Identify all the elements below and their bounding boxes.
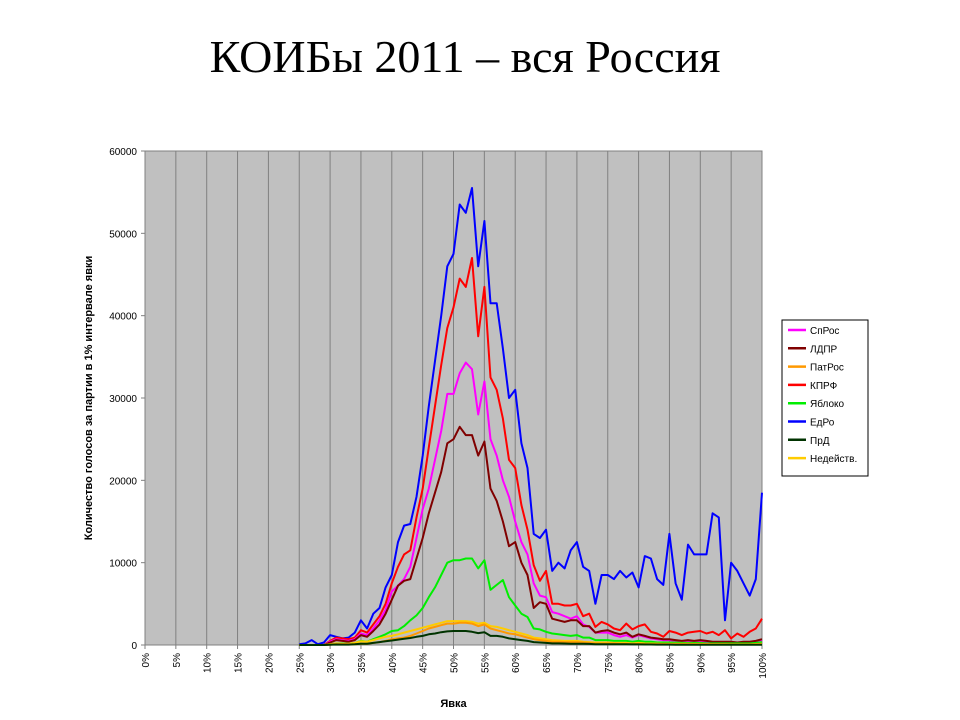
y-tick-label: 50000 — [109, 229, 137, 240]
x-tick-label: 50% — [450, 653, 461, 673]
x-tick-label: 60% — [511, 653, 522, 673]
x-tick-label: 25% — [295, 653, 306, 673]
x-tick-label: 45% — [419, 653, 430, 673]
legend-label: Недейств. — [810, 454, 857, 465]
x-tick-label: 70% — [573, 653, 584, 673]
series-line-4 — [299, 257, 763, 646]
y-tick-label: 30000 — [109, 394, 137, 405]
y-tick-label: 40000 — [109, 312, 137, 323]
y-tick-label: 10000 — [109, 559, 137, 570]
legend-box — [781, 319, 869, 477]
x-tick-label: 35% — [357, 653, 368, 673]
y-tick-label: 0 — [131, 641, 137, 652]
x-tick-label: 95% — [727, 653, 738, 673]
x-tick-label: 15% — [234, 653, 245, 673]
series-line-7 — [299, 630, 763, 646]
y-tick-label: 60000 — [109, 147, 137, 158]
x-tick-label: 30% — [326, 653, 337, 673]
x-tick-label: 5% — [172, 653, 183, 668]
x-tick-label: 10% — [203, 653, 214, 673]
x-tick-label: 80% — [635, 653, 646, 673]
x-tick-label: 55% — [480, 653, 491, 673]
legend-label: КПРФ — [810, 381, 838, 392]
x-tick-label: 100% — [758, 653, 769, 679]
x-tick-label: 85% — [665, 653, 676, 673]
series-line-6 — [299, 187, 763, 646]
x-tick-label: 0% — [141, 653, 152, 668]
slide-title: КОИБы 2011 – вся Россия — [209, 31, 721, 82]
x-tick-label: 90% — [696, 653, 707, 673]
series-line-2 — [299, 425, 763, 646]
legend-label: СпРос — [810, 326, 839, 337]
legend-label: ПрД — [810, 436, 830, 447]
x-tick-label: 20% — [264, 653, 275, 673]
x-tick-label: 75% — [604, 653, 615, 673]
legend-label: ЛДПР — [810, 344, 838, 355]
legend-label: Яблоко — [810, 398, 844, 410]
y-tick-label: 20000 — [109, 476, 137, 487]
x-tick-label: 40% — [388, 653, 399, 673]
x-tick-label: 65% — [542, 653, 553, 673]
legend-label: ПатРос — [810, 363, 844, 374]
legend-label: ЕдРо — [810, 418, 835, 429]
y-axis-title: Количество голосов за партии в 1% интерв… — [83, 256, 95, 541]
x-axis-title: Явка — [440, 698, 467, 710]
